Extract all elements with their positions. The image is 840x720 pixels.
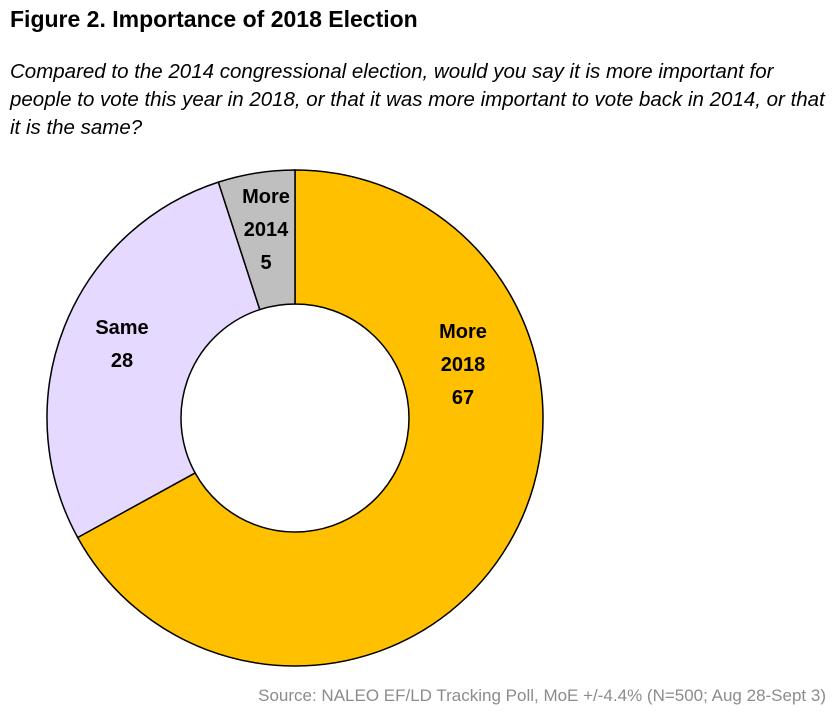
donut-slices	[46, 169, 544, 667]
slice-label-same: Same 28	[95, 317, 148, 372]
source-note: Source: NALEO EF/LD Tracking Poll, MoE +…	[258, 686, 826, 705]
chart-subtitle: Compared to the 2014 congressional elect…	[10, 60, 825, 139]
donut-labels: More 2018 67 Same 28 More 2014 5	[95, 186, 487, 409]
chart-title: Figure 2. Importance of 2018 Election	[10, 6, 418, 32]
slice-label-more-2018: More 2018 67	[439, 321, 487, 409]
slice-label-more-2014: More 2014 5	[242, 186, 290, 274]
slice-same	[46, 181, 261, 539]
donut-chart: More 2018 67 Same 28 More 2014 5	[46, 169, 544, 667]
slice-more-2014	[217, 169, 296, 311]
slice-more-2018	[76, 169, 544, 667]
